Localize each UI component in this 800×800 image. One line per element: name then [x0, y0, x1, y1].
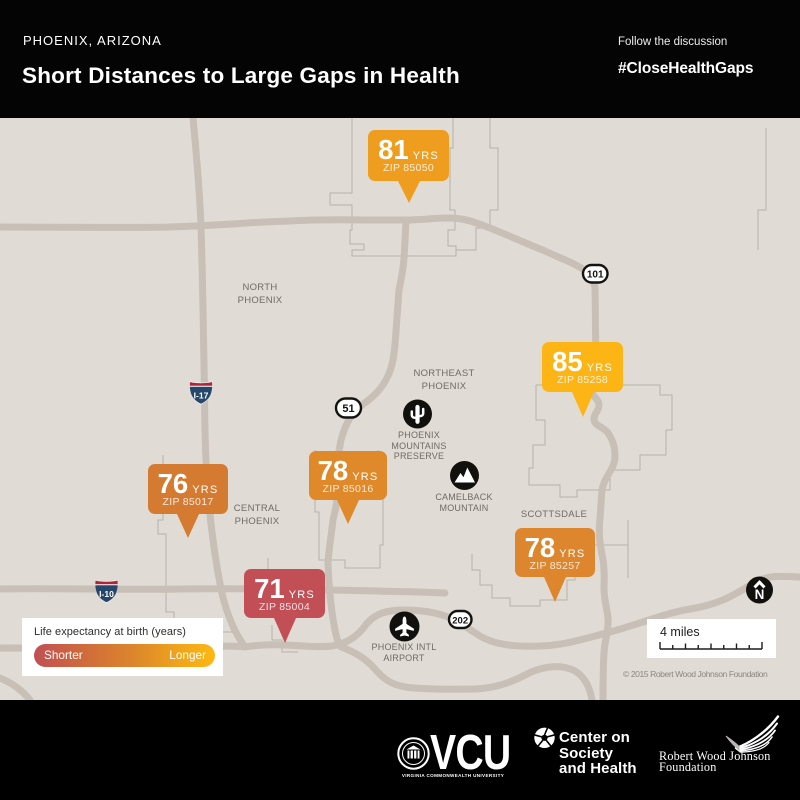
svg-text:202: 202: [452, 615, 468, 626]
svg-text:I-17: I-17: [194, 391, 209, 401]
svg-text:N: N: [755, 587, 765, 602]
svg-text:I-10: I-10: [99, 589, 114, 599]
svg-text:51: 51: [342, 403, 354, 415]
svg-text:101: 101: [587, 270, 604, 281]
